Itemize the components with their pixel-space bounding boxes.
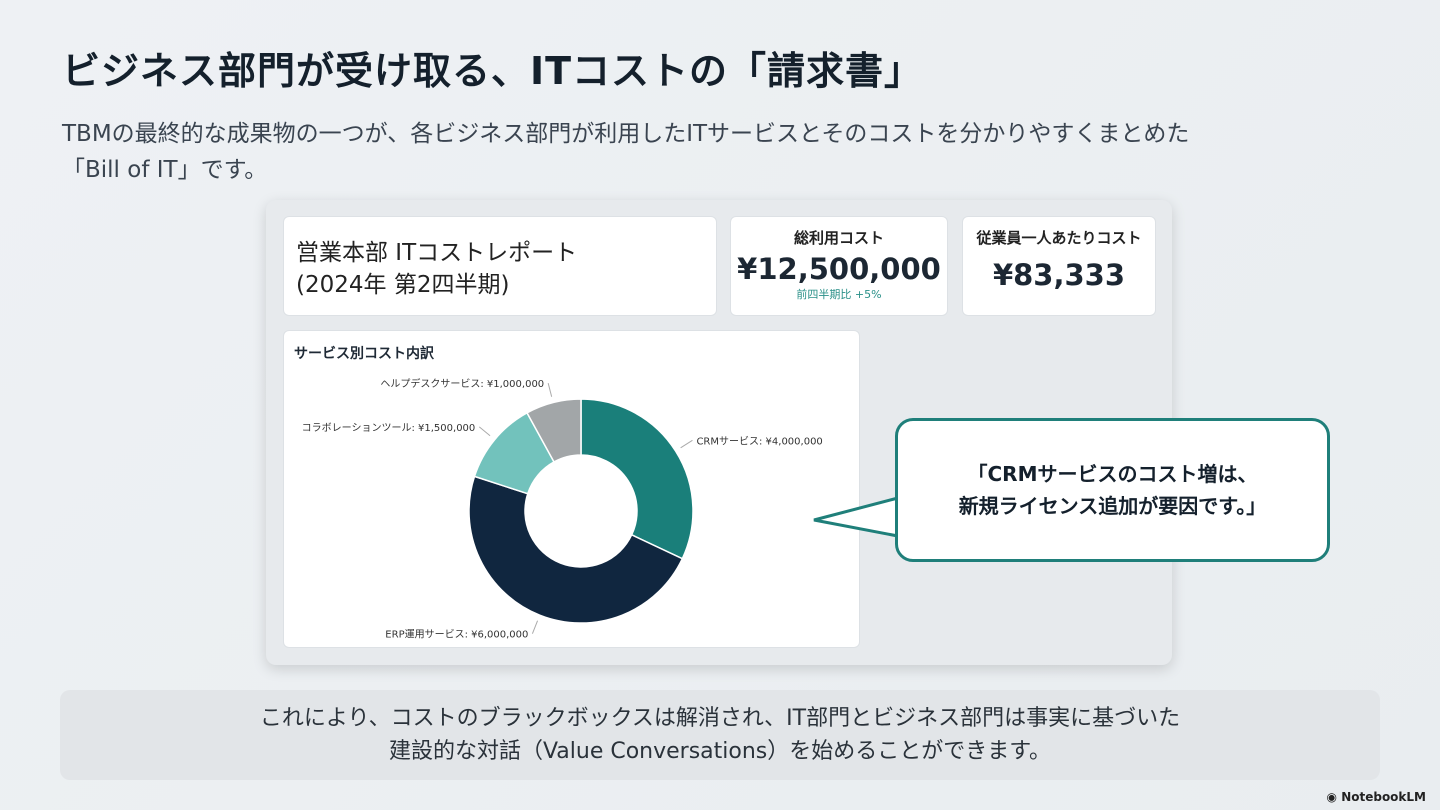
- label-leader: [531, 620, 539, 634]
- slide-title: ビジネス部門が受け取る、ITコストの「請求書」: [62, 49, 924, 93]
- notebooklm-logo: ◉ NotebookLM: [1326, 790, 1426, 804]
- slice-label: CRMサービス: ¥4,000,000: [696, 435, 822, 447]
- chart-title: サービス別コスト内訳: [294, 346, 434, 362]
- total-cost-label: 総利用コスト: [793, 229, 884, 247]
- label-leader: [680, 439, 693, 449]
- donut-chart: CRMサービス: ¥4,000,000 ERP運用サービス: ¥6,000,000…: [302, 377, 823, 641]
- total-cost-delta: 前四半期比 +5%: [796, 288, 882, 301]
- slice-label: ヘルプデスクサービス: ¥1,000,000: [380, 377, 544, 390]
- slice-label: コラボレーションツール: ¥1,500,000: [302, 422, 476, 434]
- callout-line: 「CRMサービスのコスト増は、: [967, 462, 1258, 486]
- donut-slice: [526, 398, 582, 463]
- per-employee-value: ¥83,333: [992, 258, 1126, 292]
- callout-bubble: 「CRMサービスのコスト増は、 新規ライセンス追加が要因です。」: [895, 418, 1330, 562]
- per-employee-card: 従業員一人あたりコスト ¥83,333: [962, 216, 1156, 316]
- total-cost-card: 総利用コスト ¥12,500,000 前四半期比 +5%: [730, 216, 948, 316]
- brand-name: NotebookLM: [1341, 790, 1426, 804]
- subtitle-line: TBMの最終的な成果物の一つが、各ビジネス部門が利用したITサービスとそのコスト…: [62, 121, 1190, 147]
- callout-line: 新規ライセンス追加が要因です。」: [958, 494, 1267, 518]
- conclusion-line: これにより、コストのブラックボックスは解消され、IT部門とビジネス部門は事実に基…: [259, 706, 1181, 731]
- total-cost-value: ¥12,500,000: [737, 252, 941, 286]
- slice-label: ERP運用サービス: ¥6,000,000: [385, 629, 528, 641]
- slide-subtitle: TBMの最終的な成果物の一つが、各ビジネス部門が利用したITサービスとそのコスト…: [62, 116, 1382, 188]
- donut-slice: [468, 475, 684, 624]
- report-period: (2024年 第2四半期): [296, 272, 510, 298]
- donut-slice: [580, 398, 694, 560]
- report-title-card: 営業本部 ITコストレポート (2024年 第2四半期): [283, 216, 717, 316]
- conclusion-line: 建設的な対話（Value Conversations）を始めることができます。: [388, 739, 1052, 764]
- chart-card: サービス別コスト内訳 CRMサービス: ¥4,000,000 ERP運用サービス:…: [283, 330, 860, 648]
- conclusion-box: これにより、コストのブラックボックスは解消され、IT部門とビジネス部門は事実に基…: [60, 690, 1380, 780]
- callout-tail: [813, 496, 900, 538]
- report-title: 営業本部 ITコストレポート: [296, 240, 578, 266]
- subtitle-line: 「Bill of IT」です。: [62, 157, 268, 183]
- label-leader: [478, 426, 491, 437]
- per-employee-label: 従業員一人あたりコスト: [976, 229, 1142, 247]
- label-leader: [547, 383, 553, 397]
